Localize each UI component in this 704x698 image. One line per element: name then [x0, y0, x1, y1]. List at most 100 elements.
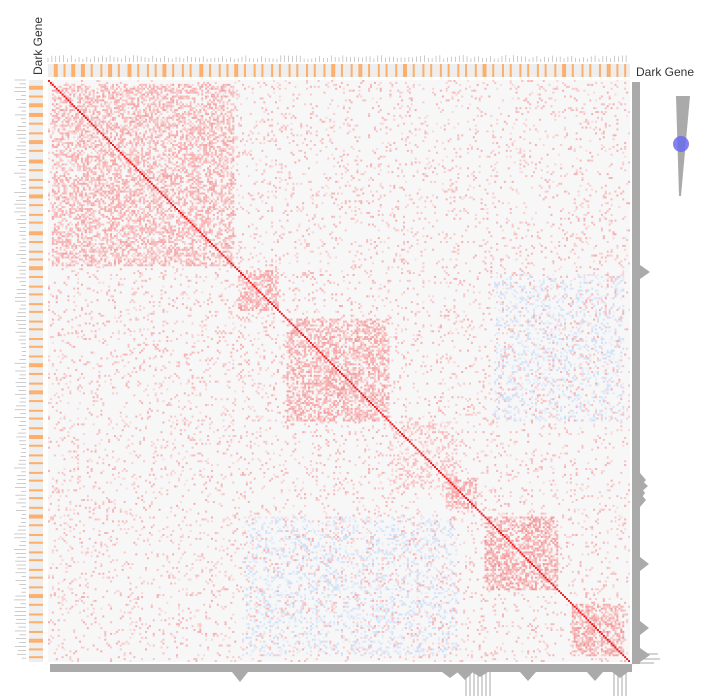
- matrix-cell: [67, 132, 69, 134]
- matrix-cell: [79, 165, 81, 167]
- matrix-cell: [149, 148, 151, 150]
- dark-gene-column-mark: [483, 64, 485, 77]
- matrix-cell: [182, 216, 184, 218]
- matrix-cell: [71, 187, 73, 189]
- matrix-cell: [106, 136, 108, 138]
- matrix-cell: [166, 107, 168, 109]
- matrix-cell: [95, 123, 97, 125]
- matrix-cell: [161, 218, 163, 220]
- matrix-cell: [108, 115, 110, 117]
- matrix-cell: [114, 169, 116, 171]
- matrix-cell: [180, 150, 182, 152]
- matrix-cell: [194, 257, 196, 259]
- matrix-cell: [126, 132, 128, 134]
- matrix-cell: [184, 129, 186, 131]
- matrix-cell: [209, 165, 211, 167]
- matrix-cell: [289, 332, 291, 334]
- matrix-cell: [240, 303, 242, 305]
- matrix-cell: [79, 154, 81, 156]
- matrix-cell: [128, 216, 130, 218]
- matrix-cell: [230, 132, 232, 134]
- matrix-cell: [122, 220, 124, 222]
- matrix-cell: [199, 227, 201, 229]
- matrix-cell: [201, 86, 203, 88]
- matrix-cell: [162, 262, 164, 264]
- matrix-cell: [118, 262, 120, 264]
- matrix-cell: [75, 130, 77, 132]
- matrix-cell: [259, 282, 261, 284]
- matrix-cell: [194, 169, 196, 171]
- matrix-cell: [378, 324, 380, 326]
- matrix-cell: [174, 183, 176, 185]
- matrix-cell: [64, 84, 66, 86]
- matrix-cell: [230, 92, 232, 94]
- matrix-cell: [135, 90, 137, 92]
- matrix-cell: [54, 163, 56, 165]
- matrix-cell: [83, 251, 85, 253]
- matrix-cell: [157, 127, 159, 129]
- matrix-cell: [98, 222, 100, 224]
- matrix-cell: [102, 216, 104, 218]
- matrix-cell: [85, 169, 87, 171]
- matrix-cell: [209, 208, 211, 210]
- matrix-cell: [201, 253, 203, 255]
- matrix-cell: [139, 200, 141, 202]
- matrix-cell: [71, 144, 73, 146]
- matrix-cell: [100, 198, 102, 200]
- matrix-cell: [157, 258, 159, 260]
- matrix-cell: [230, 212, 232, 214]
- matrix-cell: [221, 156, 223, 158]
- matrix-cell: [190, 208, 192, 210]
- matrix-cell: [95, 191, 97, 193]
- matrix-cell: [182, 191, 184, 193]
- matrix-cell: [116, 107, 118, 109]
- matrix-cell: [52, 146, 54, 148]
- matrix-cell: [382, 338, 384, 340]
- matrix-cell: [329, 324, 331, 326]
- matrix-cell: [203, 127, 205, 129]
- matrix-cell: [151, 227, 153, 229]
- matrix-cell: [205, 233, 207, 235]
- matrix-cell: [65, 198, 67, 200]
- matrix-cell: [203, 229, 205, 231]
- matrix-cell: [261, 286, 263, 288]
- matrix-cell: [145, 257, 147, 259]
- matrix-cell: [85, 235, 87, 237]
- matrix-cell: [100, 144, 102, 146]
- matrix-cell: [213, 208, 215, 210]
- matrix-cell: [120, 165, 122, 167]
- matrix-cell: [64, 200, 66, 202]
- matrix-cell: [230, 247, 232, 249]
- matrix-cell: [120, 134, 122, 136]
- matrix-cell: [197, 84, 199, 86]
- matrix-cell: [122, 216, 124, 218]
- matrix-cell: [102, 92, 104, 94]
- matrix-cell: [215, 161, 217, 163]
- matrix-cell: [271, 293, 273, 295]
- matrix-cell: [120, 216, 122, 218]
- matrix-cell: [143, 179, 145, 181]
- matrix-cell: [190, 125, 192, 127]
- matrix-cell: [172, 181, 174, 183]
- matrix-cell: [67, 241, 69, 243]
- matrix-cell: [98, 160, 100, 162]
- matrix-cell: [335, 336, 337, 338]
- matrix-cell: [232, 241, 234, 243]
- correlation-matrix[interactable]: [48, 80, 630, 662]
- matrix-cell: [178, 121, 180, 123]
- matrix-cell: [194, 262, 196, 264]
- matrix-cell: [225, 185, 227, 187]
- matrix-cell: [232, 229, 234, 231]
- matrix-cell: [159, 171, 161, 173]
- matrix-cell: [223, 264, 225, 266]
- matrix-cell: [89, 105, 91, 107]
- matrix-cell: [87, 202, 89, 204]
- matrix-cell: [238, 305, 240, 307]
- matrix-cell: [194, 136, 196, 138]
- matrix-cell: [104, 247, 106, 249]
- matrix-cell: [131, 175, 133, 177]
- matrix-cell: [71, 194, 73, 196]
- matrix-cell: [60, 247, 62, 249]
- matrix-cell: [85, 183, 87, 185]
- matrix-cell: [112, 160, 114, 162]
